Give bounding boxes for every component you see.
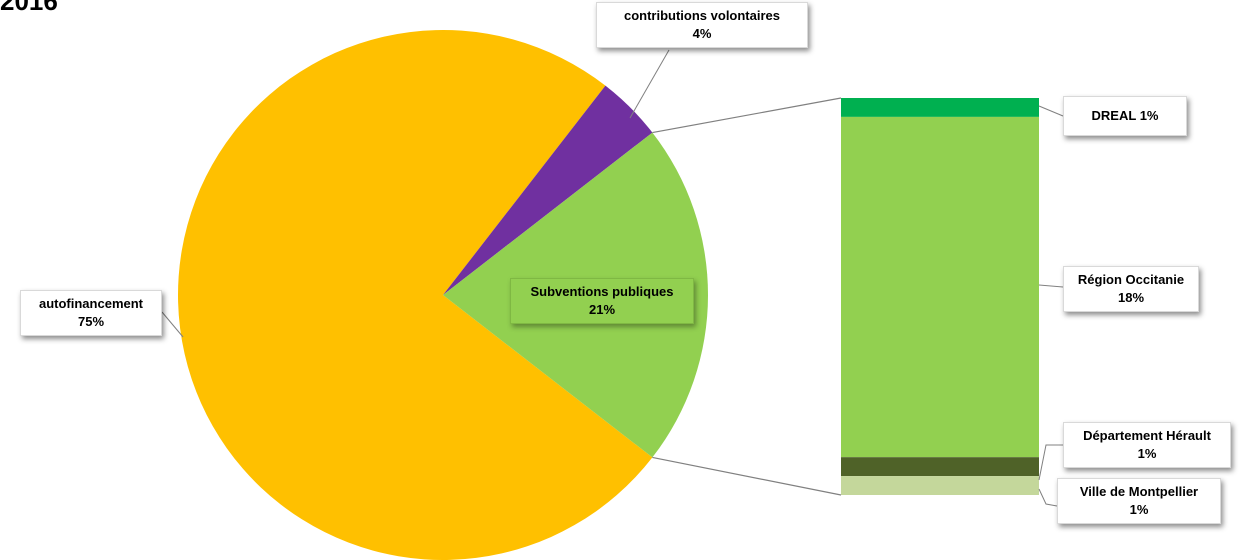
data-label-region-occitanie: Région Occitanie 18% xyxy=(1063,266,1199,312)
data-label-departement-herault-leader-line xyxy=(1038,444,1063,481)
data-label-contributions-volontaires: contributions volontaires 4% xyxy=(596,2,808,48)
data-label-departement-herault-category: Département Hérault xyxy=(1083,428,1211,443)
data-label-autofinancement-category: autofinancement xyxy=(38,296,143,311)
data-label-dreal-leader-line xyxy=(1038,105,1064,117)
data-label-contributions-volontaires-leader-line xyxy=(629,49,670,119)
series-line-top xyxy=(652,97,842,134)
data-label-ville-de-montpellier-category: Ville de Montpellier xyxy=(1079,484,1199,499)
bar-segment-departement-herault xyxy=(841,457,1039,477)
bar-segment-region-occitanie xyxy=(841,116,1039,458)
pie-slice-autofinancement xyxy=(177,30,653,560)
data-label-ville-de-montpellier-value: 1% xyxy=(1129,502,1149,517)
data-label-autofinancement-value: 75% xyxy=(77,314,105,329)
data-label-ville-de-montpellier: Ville de Montpellier 1% xyxy=(1057,478,1221,524)
pie-slice-contributions-volontaires xyxy=(443,85,653,296)
chart-title: 2016 xyxy=(0,0,58,16)
data-label-contributions-volontaires-category: contributions volontaires xyxy=(623,8,780,23)
bar-segment-dreal xyxy=(841,98,1039,117)
data-label-ville-de-montpellier-leader-line xyxy=(1038,488,1058,507)
data-label-contributions-volontaires-value: 4% xyxy=(692,26,712,41)
data-label-subventions-publiques-category: Subventions publiques xyxy=(530,284,674,299)
bar-segment-ville-de-montpellier xyxy=(841,476,1039,495)
series-line-bottom xyxy=(652,456,842,496)
data-label-subventions-publiques-value: 21% xyxy=(588,302,616,317)
data-label-autofinancement: autofinancement 75% xyxy=(20,290,162,336)
data-label-dreal-value: 1% xyxy=(1139,108,1159,123)
data-label-dreal-category: DREAL xyxy=(1091,108,1137,123)
data-label-subventions-publiques: Subventions publiques 21% xyxy=(510,278,694,324)
data-label-departement-herault: Département Hérault 1% xyxy=(1063,422,1231,468)
data-label-region-occitanie-value: 18% xyxy=(1117,290,1145,305)
data-label-departement-herault-value: 1% xyxy=(1137,446,1157,461)
data-label-dreal: DREAL 1% xyxy=(1063,96,1187,136)
data-label-region-occitanie-category: Région Occitanie xyxy=(1077,272,1185,287)
data-label-autofinancement-leader-line xyxy=(161,311,184,338)
data-label-region-occitanie-leader-line xyxy=(1038,284,1064,288)
